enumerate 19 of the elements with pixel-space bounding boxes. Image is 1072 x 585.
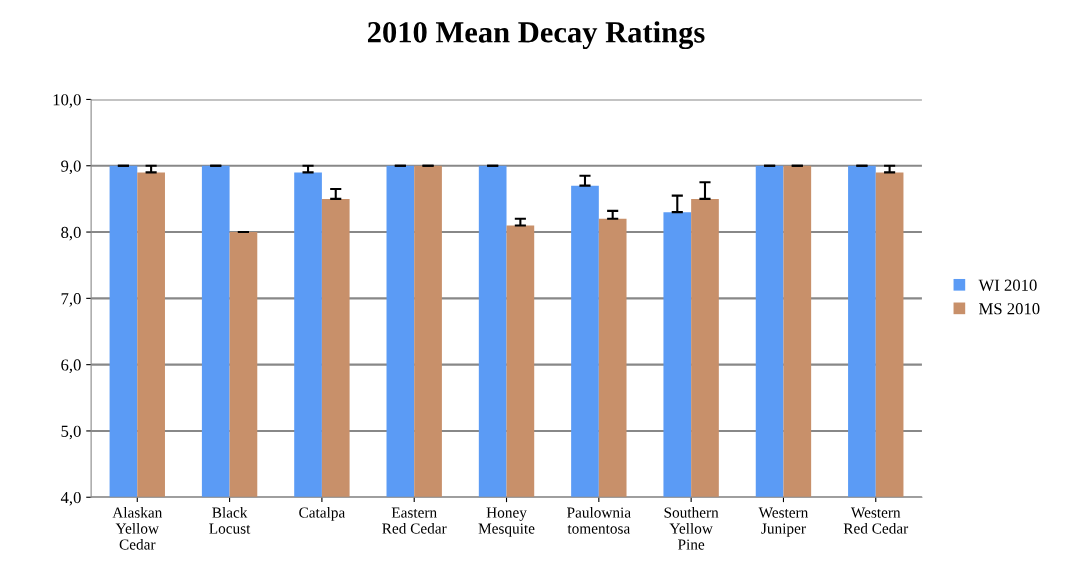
x-tick-label: Alaskan Yellow Cedar <box>112 506 163 550</box>
chart-title: 2010 Mean Decay Ratings <box>367 21 705 50</box>
y-tick-label: 4,0 <box>60 491 81 506</box>
y-tick-label: 9,0 <box>61 160 81 175</box>
x-tick-label: Paulownia tomentosa <box>567 506 631 534</box>
y-tick-label: 6,0 <box>61 359 81 373</box>
x-tick-label: Western Juniper <box>758 507 809 537</box>
y-tick-label: 5,0 <box>61 425 81 440</box>
y-tick-label: 8,0 <box>61 226 81 241</box>
x-tick-label: Eastern Red Cedar <box>382 507 447 534</box>
y-tick-label: 10,0 <box>53 94 81 108</box>
legend-label: WI 2010 <box>978 279 1037 291</box>
x-tick-label: Western Red Cedar <box>843 507 909 534</box>
y-tick-label: 7,0 <box>61 293 81 307</box>
x-tick-label: Honey Mesquite <box>478 507 535 537</box>
legend-label: MS 2010 <box>979 303 1040 315</box>
x-tick-label: Southern Yellow Pine <box>664 506 719 550</box>
x-tick-label: Black Locust <box>209 506 251 534</box>
x-tick-label: Catalpa <box>299 506 346 521</box>
